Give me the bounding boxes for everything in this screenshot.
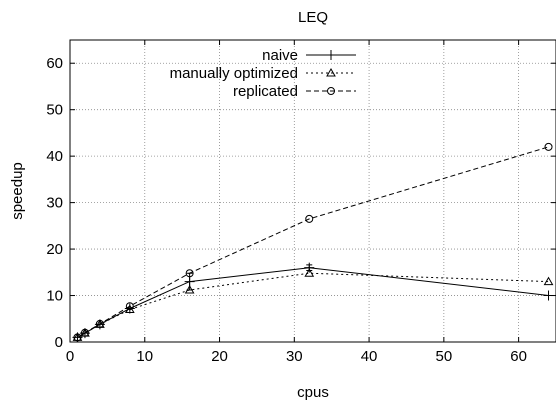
triangle-point-marker	[304, 268, 315, 277]
circle-point-marker	[185, 269, 194, 278]
x-axis-label: cpus	[297, 384, 329, 401]
x-tick-label: 0	[66, 348, 74, 365]
circle-point-marker	[80, 328, 89, 337]
circle-point-marker	[95, 319, 104, 328]
circle-point-marker	[125, 302, 134, 311]
plot-frame	[69, 39, 556, 343]
x-tick-label: 40	[361, 348, 378, 365]
legend-label: naive	[262, 47, 298, 64]
legend-label: manually optimized	[170, 65, 298, 82]
legend-entry: naive	[262, 47, 356, 64]
y-tick-label: 50	[46, 102, 63, 119]
legend-entry: manually optimized	[170, 65, 356, 82]
y-axis-label: speedup	[9, 162, 26, 220]
y-tick-label: 10	[46, 288, 63, 305]
plus-point-marker	[304, 262, 315, 273]
y-tick-label: 0	[55, 334, 63, 351]
triangle-point-marker	[326, 67, 336, 77]
grid-layer	[70, 40, 556, 342]
x-tick-label: 30	[286, 348, 303, 365]
circle-point-marker	[544, 142, 553, 151]
x-tick-label: 60	[510, 348, 527, 365]
y-tick-label: 20	[46, 241, 63, 258]
triangle-point-marker	[543, 276, 554, 286]
series-manually-optimized	[72, 268, 554, 341]
y-tick-label: 40	[46, 148, 63, 165]
circle-point-marker	[73, 333, 82, 342]
x-tick-label: 20	[211, 348, 228, 365]
y-tick-label: 60	[46, 55, 63, 72]
series-line	[77, 267, 549, 338]
series-replicated	[73, 142, 553, 342]
plus-point-marker	[184, 276, 195, 287]
legend-entry: replicated	[233, 83, 356, 100]
series-layer	[72, 142, 554, 343]
x-tick-label: 10	[136, 348, 153, 365]
circle-point-marker	[327, 87, 335, 95]
circle-point-marker	[305, 214, 314, 223]
plus-point-marker	[326, 50, 336, 60]
series-line	[77, 272, 549, 338]
legend-label: replicated	[233, 83, 298, 100]
axis-ticks: 0 10 20 30 40 50 60 0 10 20 30 40 50 60	[46, 40, 556, 365]
series-line	[77, 146, 549, 338]
chart-title: LEQ	[298, 9, 328, 26]
plus-point-marker	[543, 290, 554, 301]
y-tick-label: 30	[46, 195, 63, 212]
triangle-point-marker	[184, 284, 195, 294]
x-tick-label: 50	[436, 348, 453, 365]
